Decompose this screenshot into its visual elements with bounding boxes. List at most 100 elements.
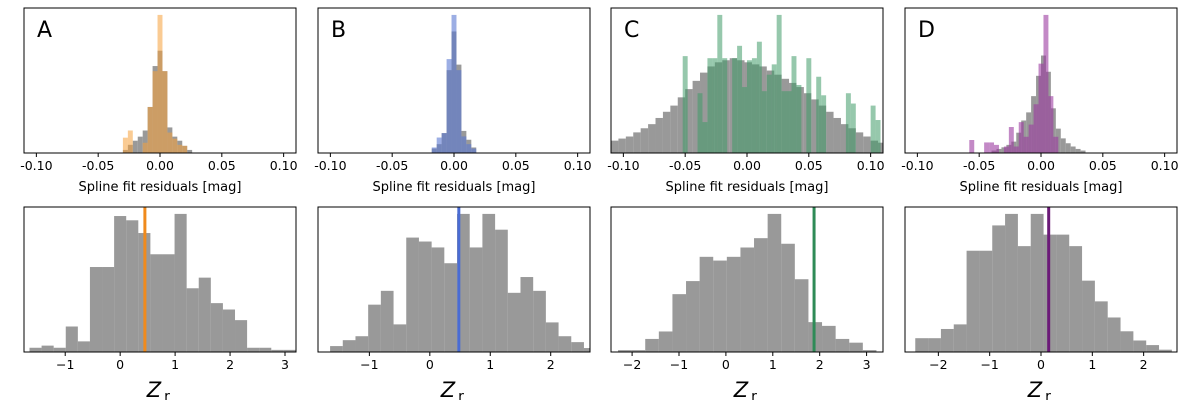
xtick-label-a-0: -0.10 — [20, 158, 52, 173]
bar-d-s1-15 — [1043, 14, 1049, 153]
xtick-label-c-bottom-2: 0 — [722, 357, 730, 372]
bar-c-s0-30 — [833, 117, 841, 153]
bar-a-s0-13 — [187, 149, 193, 153]
xtick-label-c-3: 0.05 — [795, 158, 823, 173]
bar-d-s1-12 — [1028, 124, 1034, 153]
bar-a-s1-10 — [172, 138, 178, 153]
bar-b-s1-6 — [461, 136, 467, 153]
xlabel-a-bottom: Z — [146, 378, 162, 400]
bar-a-bottom-s0-6 — [102, 267, 115, 352]
xtick-label-b-bottom-1: 0 — [426, 357, 434, 372]
bar-d-bottom-s0-5 — [979, 250, 993, 352]
bar-a-bottom-s0-13 — [186, 288, 199, 352]
bar-a-s1-11 — [177, 144, 183, 153]
panel-label-c: C — [624, 18, 639, 43]
bar-d-bottom-s0-12 — [1069, 246, 1083, 352]
bar-b-bottom-s0-13 — [495, 229, 508, 352]
bar-d-bottom-s0-8 — [1017, 246, 1031, 352]
bar-c-s1-19 — [791, 56, 797, 153]
bar-c-s1-10 — [747, 60, 752, 153]
bar-a-s1-5 — [147, 106, 153, 153]
bar-d-s1-7 — [1003, 146, 1009, 153]
bar-c-s1-9 — [742, 87, 747, 153]
bar-a-bottom-s0-3 — [65, 326, 78, 352]
bar-a-bottom-s0-8 — [126, 220, 139, 352]
xlabel-sub-d-bottom: r — [1045, 389, 1051, 400]
bar-c-s1-0 — [682, 56, 688, 153]
bar-d-bottom-s0-4 — [966, 250, 980, 352]
bar-c-s1-1 — [697, 93, 703, 153]
bar-c-s1-11 — [751, 58, 757, 153]
panel-d-bottom: −2 −1 0 1 2 Z r — [904, 206, 1178, 400]
panel-c-bottom: −2 −1 0 1 2 3 Z r — [610, 206, 884, 400]
bar-d-bottom-s0-13 — [1082, 280, 1095, 352]
bar-c-s1-12 — [756, 41, 762, 153]
xtick-label-a-bottom-3: 2 — [226, 357, 234, 372]
bar-a-s0-2 — [132, 140, 138, 153]
bar-d-bottom-s0-15 — [1107, 317, 1121, 352]
bar-c-s0-2 — [625, 136, 634, 153]
xtick-label-d-bottom-3: 1 — [1088, 357, 1096, 372]
bar-b-bottom-s0-5 — [393, 324, 407, 352]
bar-c-s0-34 — [863, 136, 871, 153]
bar-c-bottom-s0-18 — [862, 350, 877, 352]
bar-d-bottom-s0-1 — [928, 338, 941, 352]
axes-frame-c-bottom — [610, 206, 884, 353]
bar-c-s0-27 — [811, 99, 819, 153]
bar-c-bottom-s0-7 — [713, 260, 727, 352]
bar-d-bottom-s0-9 — [1030, 213, 1044, 352]
bar-d-s1-16 — [1048, 96, 1054, 153]
bar-b-s1-7 — [466, 144, 472, 153]
xtick-label-d-bottom-2: 0 — [1037, 357, 1045, 372]
bar-b-s1-1 — [436, 137, 442, 153]
xtick-label-c-bottom-5: 3 — [863, 357, 871, 372]
bar-a-s1-9 — [167, 132, 173, 153]
xtick-label-c-bottom-4: 2 — [816, 357, 824, 372]
bar-c-s0-12 — [700, 72, 708, 153]
xlabel-sub-a-bottom: r — [164, 389, 170, 400]
xtick-label-d-bottom-0: −2 — [929, 357, 947, 372]
bar-c-bottom-s0-17 — [849, 342, 863, 352]
bar-d-bottom-s0-16 — [1120, 331, 1134, 352]
xlabel-c-bottom: Z — [733, 378, 749, 400]
bar-c-bottom-s0-16 — [835, 338, 850, 352]
bar-c-s1-7 — [732, 58, 738, 153]
bar-a-bottom-s0-14 — [198, 277, 211, 352]
bar-c-s1-20 — [796, 84, 802, 153]
bar-b-bottom-s0-12 — [482, 213, 496, 352]
bar-c-s0-1 — [618, 138, 626, 153]
xlabel-d-bottom: Z — [1027, 378, 1043, 400]
xtick-label-d-2: 0.00 — [1027, 158, 1055, 173]
bar-a-bottom-s0-12 — [174, 213, 187, 352]
bar-c-s1-4 — [712, 58, 718, 153]
bar-c-s0-7 — [662, 111, 671, 153]
bar-a-s1-6 — [152, 71, 158, 153]
bar-c-s0-31 — [840, 124, 849, 153]
xtick-label-a-bottom-4: 3 — [281, 357, 289, 372]
bars-a-bottom — [29, 213, 296, 352]
bar-b-s1-2 — [441, 133, 447, 153]
bar-d-s1-5 — [994, 144, 999, 153]
bar-a-bottom-s0-19 — [259, 347, 272, 352]
bar-d-s0-15 — [1065, 143, 1071, 153]
bar-b-s1-3 — [446, 59, 452, 153]
bar-c-s1-16 — [776, 14, 782, 153]
xlabel-b: Spline fit residuals [mag] — [373, 180, 536, 195]
bar-b-bottom-s0-16 — [533, 290, 546, 352]
bar-a-bottom-s0-18 — [247, 347, 260, 352]
bar-c-bottom-s0-4 — [672, 294, 687, 352]
bar-b-s1-8 — [471, 148, 477, 153]
bar-d-s0-14 — [1060, 138, 1066, 153]
bar-b-s1-4 — [451, 14, 457, 153]
bar-a-s1-8 — [162, 71, 168, 153]
bar-a-bottom-s0-10 — [150, 254, 163, 352]
bar-c-s0-6 — [655, 117, 663, 153]
bar-b-bottom-s0-9 — [444, 263, 458, 352]
bar-a-s1-4 — [142, 142, 148, 153]
xtick-label-a-bottom-0: −1 — [56, 357, 74, 372]
bar-c-s0-33 — [855, 132, 864, 153]
bar-d-bottom-s0-2 — [940, 328, 954, 352]
bar-b-bottom-s0-4 — [380, 290, 394, 352]
bar-d-s1-13 — [1033, 104, 1039, 153]
